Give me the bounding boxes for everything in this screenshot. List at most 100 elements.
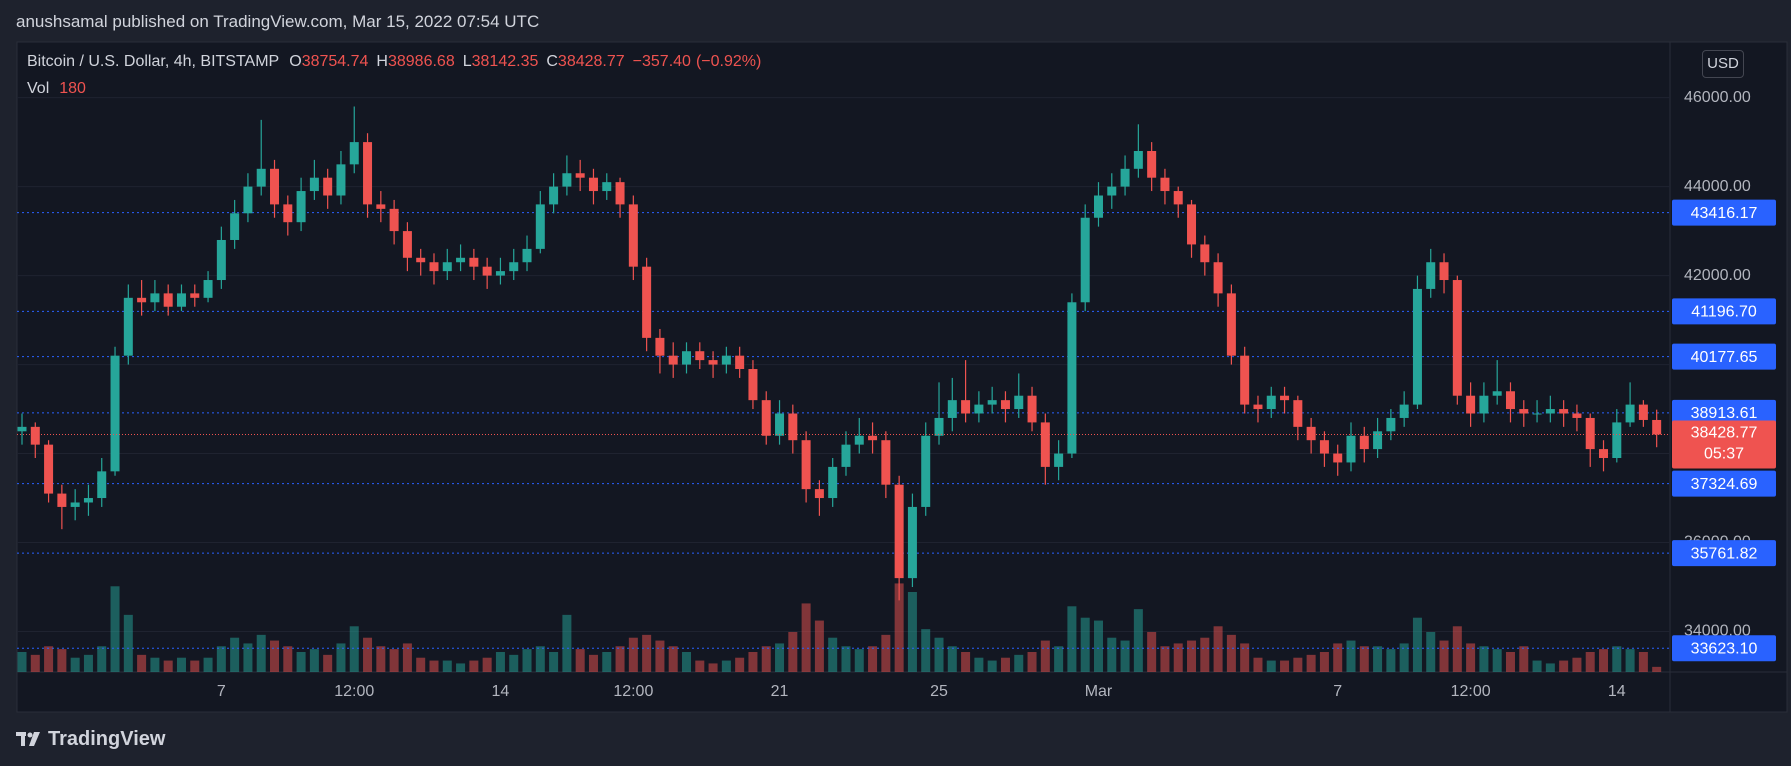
volume-bar [1027,652,1037,672]
candle-body [828,466,838,499]
x-tick-label: 25 [930,683,948,700]
candle-body [296,191,306,223]
volume-bar [1373,646,1383,672]
volume-bar [1319,652,1329,672]
volume-bar [150,657,160,672]
currency-button[interactable]: USD [1702,50,1744,78]
candle-body [270,168,280,205]
volume-bar [1572,657,1582,672]
candle-body [748,369,758,401]
candle-body [1067,302,1077,454]
volume-bar [1492,649,1502,672]
level-label: 41196.70 [1691,304,1757,321]
volume-bar [1519,646,1529,672]
volume-bar [1426,632,1436,672]
volume-bar [416,657,426,672]
level-label-box [1672,343,1776,370]
x-tick-label: 14 [492,683,510,700]
candle-body [721,355,731,365]
candle-body [442,262,452,272]
candle-body [1652,419,1662,435]
candle-body [1280,395,1290,401]
volume-bar [788,632,798,672]
candle-body [456,257,466,263]
candle-body [389,208,399,232]
candle-body [974,404,984,414]
candle-body [602,182,612,192]
volume-bar [602,652,612,672]
volume-bar [1452,626,1462,672]
candle-body [416,257,426,263]
legend: Bitcoin / U.S. Dollar, 4h, BITSTAMP O3875… [27,53,761,71]
volume-bar [987,660,997,672]
volume-bar [469,660,479,672]
candle-body [1572,413,1582,418]
candle-body [70,502,80,507]
volume-bar [868,646,878,672]
level-label-box [1672,470,1776,497]
legend-value: 38754.74 [301,53,369,70]
candle-body [1333,453,1343,463]
candle-body [176,293,186,307]
candle-body [1585,417,1595,450]
candle-body [256,168,266,187]
candle-body [429,262,439,272]
volume-bar [1093,620,1103,672]
candle-body [1054,453,1064,467]
volume-bar [17,652,27,672]
candle-body [1519,409,1529,414]
candle-body [735,355,745,370]
candle-body [1346,435,1356,463]
last-price-box [1672,420,1776,469]
level-label-box [1672,635,1776,662]
candle-body [44,444,54,494]
level-label: 38913.61 [1691,405,1758,422]
volume-bar [588,654,598,672]
volume-bar [1399,643,1409,672]
candle-body [137,297,147,303]
candle-body [1399,404,1409,418]
candle-body [682,351,691,365]
volume-bar [190,660,200,672]
candle-body [309,177,319,192]
legend-change: −357.40 [632,53,691,70]
level-label-box [1672,540,1776,567]
candle-body [1412,288,1422,405]
candle-body [1027,395,1037,423]
volume-bar [1333,643,1343,672]
volume-bar [1505,652,1515,672]
volume-bar [203,657,213,672]
candle-body [216,239,226,281]
volume-bar [70,657,80,672]
candle-body [1359,435,1369,450]
volume-bar [336,643,346,672]
candle-body [628,204,638,267]
volume-bar [270,640,280,672]
candle-body [1625,404,1635,423]
candle-body [934,417,944,436]
candle-body [469,257,479,267]
volume-bar [57,649,67,672]
volume-bar [1346,640,1356,672]
x-tick-label: 21 [771,683,789,700]
candle-body [1120,168,1130,187]
y-tick-label: 42000.00 [1684,267,1751,284]
volume-bar [256,634,266,672]
volume-bar [814,620,824,672]
candle-body [588,177,598,192]
tv-logo [16,732,40,746]
last-price-label: 38428.77 [1691,425,1758,442]
candle-body [1319,440,1329,454]
volume-bar [761,646,771,672]
candle-body [1240,355,1250,405]
volume-bar [562,614,572,672]
publisher-line: anushsamal published on TradingView.com,… [16,12,540,31]
candle-body [376,204,386,209]
legend-key: L [462,53,472,70]
volume-bar [894,583,904,672]
candle-body [868,435,878,441]
volume-bar [243,643,253,672]
volume-bar [1253,657,1263,672]
candle-body [110,355,120,472]
